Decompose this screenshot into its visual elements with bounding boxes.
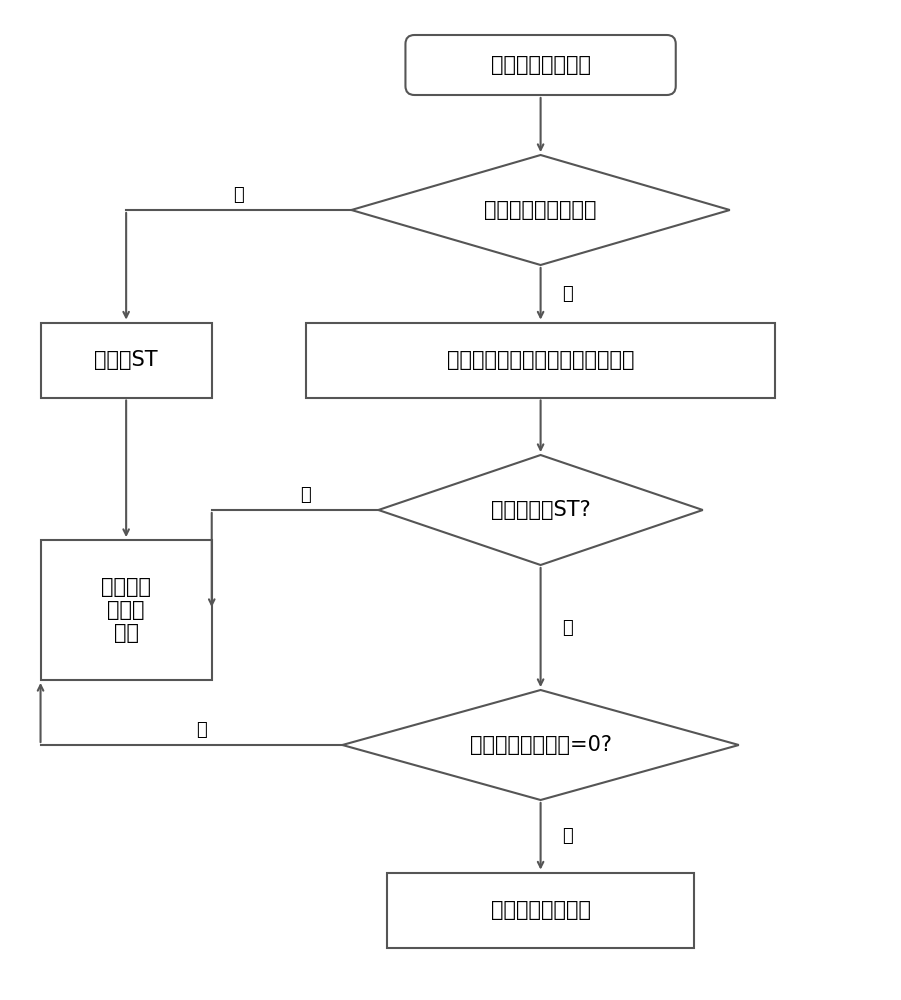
Text: 动态流表下发模式: 动态流表下发模式 — [491, 900, 590, 920]
Polygon shape — [351, 155, 730, 265]
Text: 状态是否为ST?: 状态是否为ST? — [491, 500, 590, 520]
Text: 网络拓扑是否变化？: 网络拓扑是否变化？ — [485, 200, 596, 220]
Text: 是: 是 — [562, 827, 573, 845]
Text: 状态为ST: 状态为ST — [95, 350, 158, 370]
Text: 以静态流
表模式
下发: 以静态流 表模式 下发 — [101, 577, 151, 643]
Text: 开始（设定周期）: 开始（设定周期） — [491, 55, 590, 75]
Text: 调整周期，根据业务类型调整参数: 调整周期，根据业务类型调整参数 — [447, 350, 634, 370]
FancyBboxPatch shape — [405, 35, 676, 95]
Text: 否: 否 — [196, 721, 207, 739]
Text: 否: 否 — [562, 618, 573, 637]
Bar — [306, 322, 775, 397]
Text: 否: 否 — [233, 186, 244, 204]
Bar — [41, 540, 212, 680]
Text: 业务流表老化时间=0?: 业务流表老化时间=0? — [469, 735, 612, 755]
Bar — [387, 872, 694, 948]
Bar — [41, 322, 212, 397]
Text: 是: 是 — [562, 285, 573, 303]
Text: 是: 是 — [300, 486, 311, 504]
Polygon shape — [378, 455, 703, 565]
Polygon shape — [342, 690, 739, 800]
